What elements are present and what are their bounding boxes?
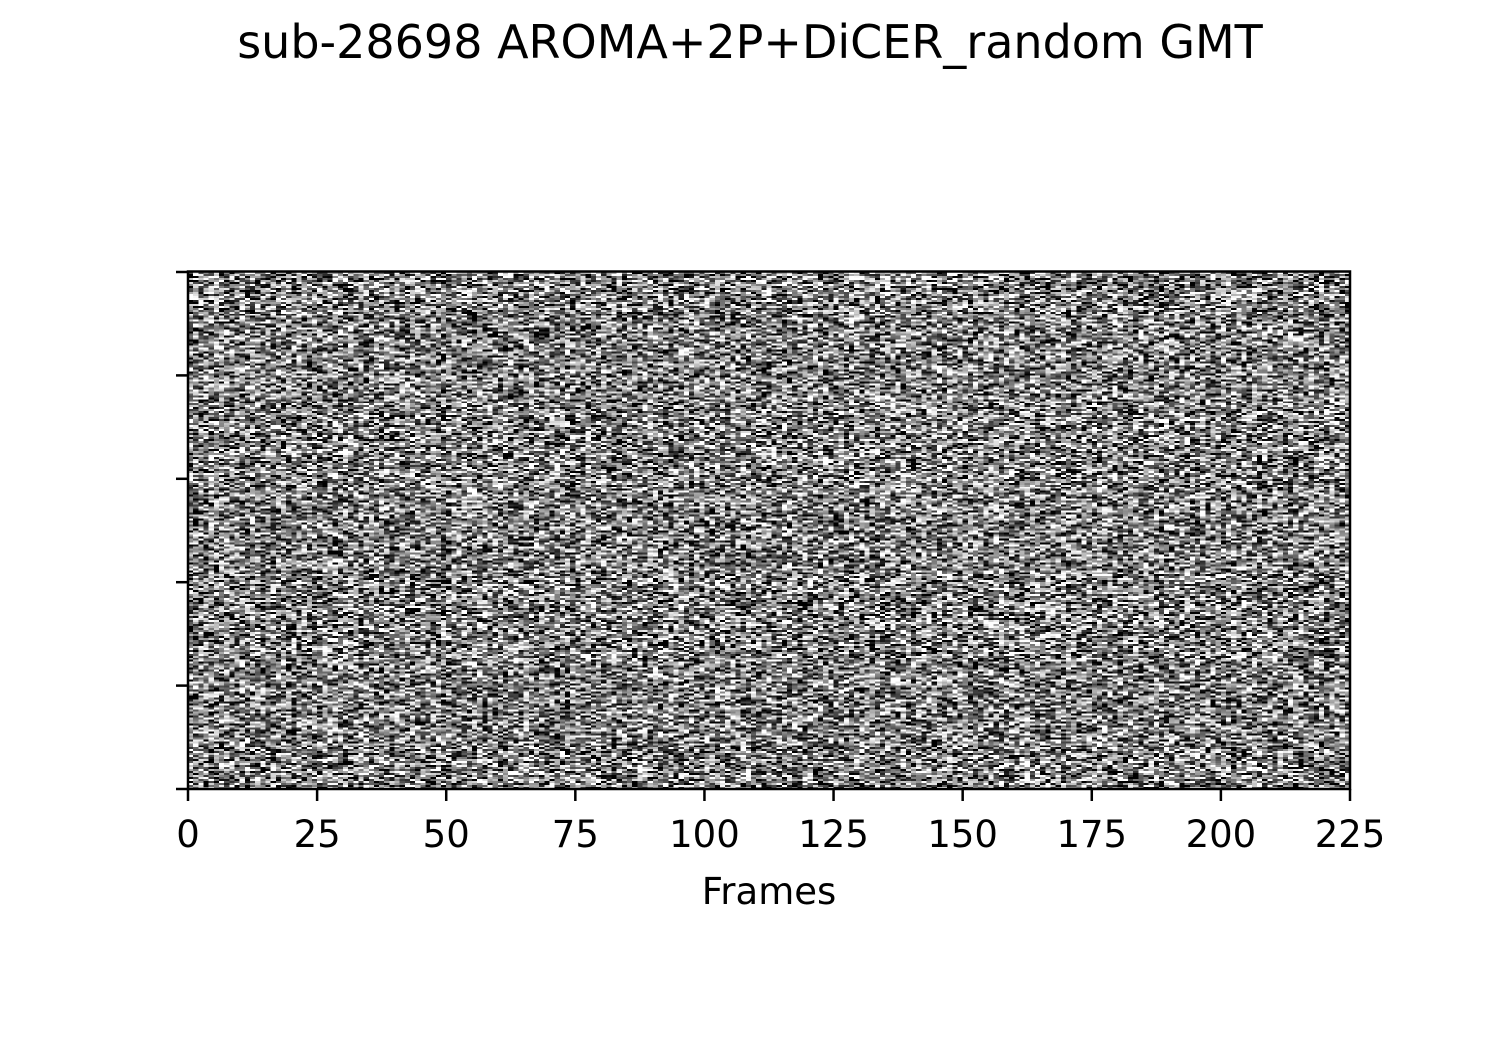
x-tick-label: 50 [423, 813, 470, 856]
chart-title: sub-28698 AROMA+2P+DiCER_random GMT [237, 15, 1263, 69]
x-tick-label: 25 [294, 813, 341, 856]
y-axis-ticks [176, 270, 188, 791]
x-tick-label: 175 [1056, 813, 1127, 856]
x-tick-label: 0 [176, 813, 200, 856]
x-tick-label: 225 [1315, 813, 1386, 856]
x-tick-label: 200 [1186, 813, 1257, 856]
x-tick-label: 150 [927, 813, 998, 856]
x-axis-ticks: 0 25 50 75 100 125 150 175 200 225 [176, 789, 1385, 856]
axes-frame [186, 270, 1352, 791]
x-tick-label: 100 [669, 813, 740, 856]
carpet-plot-heatmap [188, 272, 1350, 789]
x-tick-label: 125 [798, 813, 869, 856]
x-tick-label: 75 [552, 813, 599, 856]
x-axis-label: Frames [701, 870, 837, 913]
